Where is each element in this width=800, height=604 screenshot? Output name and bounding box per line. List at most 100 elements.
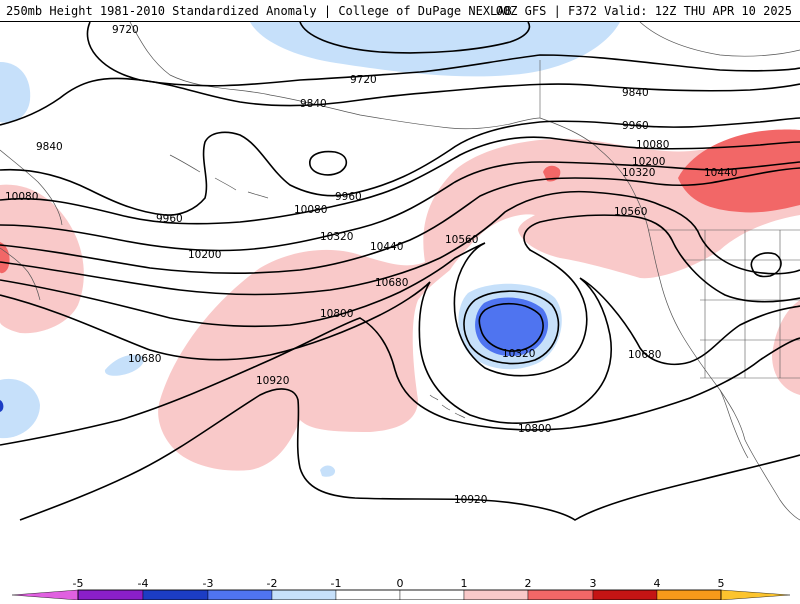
colorbar-segment-pos5 [720,589,791,601]
coast-asia [0,149,63,301]
contour-10800 [0,317,800,446]
anomaly-pos2-dot [543,165,561,182]
contour-label: 10440 [370,241,403,253]
colorbar-segment-neg4 [77,589,144,601]
colorbar-segment-neg5 [11,589,79,601]
colorbar-segment-zero-b [399,589,465,601]
contour-9840-low [309,150,348,176]
contour-label: 9960 [335,191,362,203]
contour-10320 [0,167,800,274]
contour-10440-low [463,290,560,365]
colorbar-tick-label: 4 [654,577,661,590]
colorbar-segment-pos4 [656,589,722,601]
contour-label: 9840 [36,141,63,153]
contour-10440 [0,190,800,296]
colorbar-tick-label: 5 [718,577,725,590]
contour-label: 10560 [445,234,478,246]
contour-10200 [0,161,800,252]
colorbar-segment-zero-a [335,589,401,601]
contour-label: 10680 [375,277,408,289]
coast-west-us [647,227,746,441]
contour-label: 10200 [188,249,221,261]
colorbar-segment-pos2 [527,589,594,601]
colorbar-segment-neg2 [207,589,273,601]
contour-label: 10320 [502,348,535,360]
contour-10680 [0,277,800,424]
anomaly-pos1-pacific [158,138,800,471]
anomaly-pos1-west [0,184,84,334]
colorbar-tick-label: -3 [203,577,214,590]
colorbar-tick-label: 2 [525,577,532,590]
colorbar-segment-neg1 [271,589,337,601]
contour-label: 9840 [622,87,649,99]
anomaly-neg1-north [250,22,620,77]
contour-label: 10680 [128,353,161,365]
coast-hawaii [429,394,466,419]
colorbar-tick-label: -5 [73,577,84,590]
political-borders [539,60,800,379]
anomaly-neg2-low [475,297,549,357]
contour-10320-low [478,302,544,352]
contour-label: 10920 [256,375,289,387]
contour-label: 10320 [622,167,655,179]
colorbar-tick-label: -1 [331,577,342,590]
border-states [683,230,800,378]
coast-baja [719,389,749,459]
contour-label: 10200 [632,156,665,168]
contour-label: 9960 [622,120,649,132]
contour-9840 [0,77,800,126]
contour-label: 10560 [614,206,647,218]
map-area: 9720 9720 9840 9840 9840 9960 9960 9960 … [0,22,800,575]
contour-10080 [0,136,800,225]
colorbar-tick-label: 1 [461,577,468,590]
contour-label: 10800 [518,423,551,435]
colorbar-segment-neg3 [142,589,209,601]
anomaly-neg1-small [104,354,144,376]
contour-label: 10080 [5,191,38,203]
colorbar-tick-label: -2 [267,577,278,590]
coast-mexico [744,439,800,521]
height-contours [0,22,800,521]
contour-9960 [0,117,800,216]
contour-label: 9720 [112,24,139,36]
colorbar-tick-label: 0 [397,577,404,590]
contour-label: 10920 [454,494,487,506]
anomaly-pos2-rockies [678,129,800,213]
contour-label: 10440 [704,167,737,179]
anomaly-colorbar: -5 -4 -3 -2 -1 0 1 2 3 4 5 [0,575,800,601]
anomaly-negative-shading [0,22,620,477]
title-bar: 250mb Height 1981-2010 Standardized Anom… [0,0,800,22]
model-run-info: 00Z GFS | F372 Valid: 12Z THU APR 10 202… [495,4,792,18]
contour-label: 10080 [636,139,669,151]
anomaly-neg1-dot [320,465,336,477]
contour-label: 9960 [156,213,183,225]
anomaly-neg3-west-edge [0,400,4,412]
colorbar-segment-pos1 [463,589,529,601]
colorbar-tick-label: 3 [590,577,597,590]
coast-alaska [129,22,541,130]
colorbar-segment-pos3 [592,589,658,601]
contour-label: 10080 [294,204,327,216]
anomaly-neg1-west [0,62,31,123]
contour-label: 9840 [300,98,327,110]
contour-10440-loop [750,252,782,278]
colorbar-svg: -5 -4 -3 -2 -1 0 1 2 3 4 5 [11,577,791,601]
contour-10920 [19,388,800,521]
colorbar-ticks: -5 -4 -3 -2 -1 0 1 2 3 4 5 [73,577,725,590]
contour-label: 9720 [350,74,377,86]
height-anomaly-map: 9720 9720 9840 9840 9840 9960 9960 9960 … [0,22,800,521]
contour-10560 [0,214,800,377]
contour-label-layer: 9720 9720 9840 9840 9840 9960 9960 9960 … [5,24,737,506]
contour-label: 10680 [628,349,661,361]
map-title: 250mb Height 1981-2010 Standardized Anom… [6,4,512,18]
anomaly-neg1-southwest [0,378,40,439]
coast-hudson [639,22,800,57]
anomaly-pos1-east [772,300,800,395]
coast-aleutians [169,154,269,199]
contour-9720-loop [299,22,531,54]
contour-label: 10800 [320,308,353,320]
colorbar-tick-label: -4 [138,577,149,590]
contour-label: 10320 [320,231,353,243]
anomaly-positive-shading [0,129,800,471]
